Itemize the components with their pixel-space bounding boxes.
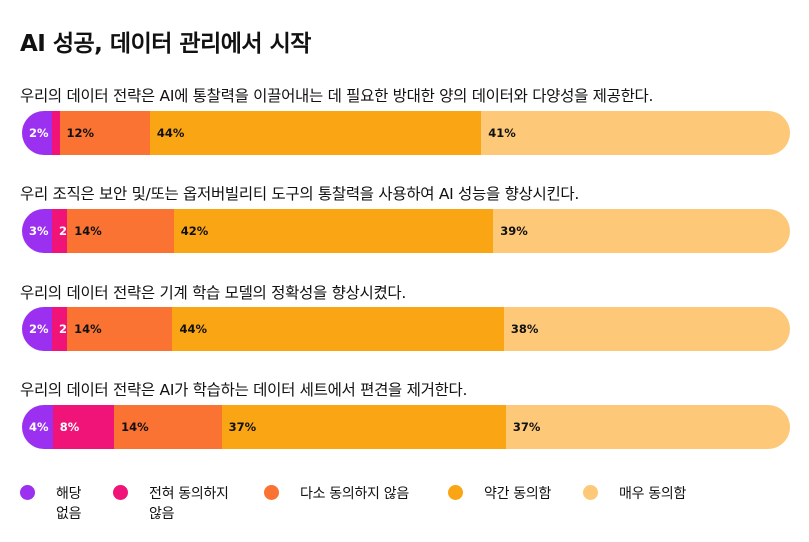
legend-label: 해당 없음 [56, 486, 82, 522]
bar-segment-somewhat_agree: 44% [172, 307, 504, 351]
bar-segment-strongly_agree: 41% [481, 111, 790, 155]
legend-label: 전혀 동의하지 않음 [149, 486, 229, 522]
legend-item-not_applicable: 해당 없음 [20, 484, 81, 524]
data-label: 44% [179, 322, 208, 336]
stacked-bar: 2%1%12% 44% 41% [22, 111, 790, 155]
data-label: 41% [488, 126, 516, 140]
bar-segment-strongly_agree: 37% [505, 405, 790, 449]
legend-swatch [20, 485, 35, 500]
bar-segment-strongly_agree: 38% [503, 307, 790, 351]
question-label: 우리 조직은 보안 및/또는 옵저버빌리티 도구의 통찰력을 사용하여 AI 성… [20, 185, 579, 203]
data-label: 37% [228, 420, 257, 434]
bar-segment-strongly_disagree: 8% [52, 405, 115, 449]
bar-segment-somewhat_disagree: 14% [114, 405, 222, 449]
chart-title: AI 성공, 데이터 관리에서 시작 [20, 31, 311, 57]
bar-segment-strongly_agree: 39% [493, 209, 790, 253]
legend-swatch [448, 485, 463, 500]
legend-label: 매우 동의함 [619, 486, 687, 502]
bar-segment-strongly_disagree: 1% [52, 111, 79, 155]
legend-label: 다소 동의하지 않음 [300, 486, 409, 502]
bar-segment-not_applicable: 2% [22, 111, 52, 155]
legend-item-somewhat_disagree: 다소 동의하지 않음 [264, 484, 409, 504]
data-label: 3% [29, 224, 49, 238]
data-label: 8% [59, 420, 80, 434]
bar-segment-somewhat_disagree: 14% [67, 209, 174, 253]
legend-item-strongly_agree: 매우 동의함 [583, 484, 686, 504]
legend-item-somewhat_agree: 약간 동의함 [448, 484, 551, 504]
bar-segment-strongly_disagree: 2% [52, 209, 79, 253]
bar-segment-somewhat_agree: 44% [149, 111, 482, 155]
bar-segment-somewhat_agree: 42% [173, 209, 494, 253]
legend-swatch [583, 485, 598, 500]
bar-segment-somewhat_disagree: 12% [59, 111, 150, 155]
stacked-bar: 3%2%14% 42% 39% [22, 209, 790, 253]
data-label: 42% [180, 224, 209, 238]
data-label: 2% [29, 126, 49, 140]
legend-label: 약간 동의함 [484, 486, 552, 502]
stacked-bar: 4% 8% 14% 37% 37% [22, 405, 790, 449]
stacked-bar: 2%2%14%44%38% [22, 307, 790, 351]
question-label: 우리의 데이터 전략은 기계 학습 모델의 정확성을 향상시켰다. [20, 284, 407, 302]
legend-swatch [264, 485, 279, 500]
data-label: 4% [29, 420, 49, 434]
data-label: 12% [66, 126, 95, 140]
bar-segment-somewhat_disagree: 14% [67, 307, 173, 351]
bar-segment-strongly_disagree: 2% [52, 307, 79, 351]
data-label: 14% [121, 420, 149, 434]
question-label: 우리의 데이터 전략은 AI가 학습하는 데이터 세트에서 편견을 제거한다. [20, 381, 468, 399]
data-label: 44% [156, 126, 185, 140]
data-label: 2% [29, 322, 49, 336]
data-label: 39% [500, 224, 528, 238]
bar-segment-not_applicable: 3% [22, 209, 52, 253]
data-label: 37% [512, 420, 541, 434]
legend-swatch [113, 485, 128, 500]
data-label: 38% [510, 322, 539, 336]
legend-item-strongly_disagree: 전혀 동의하지 않음 [113, 484, 229, 524]
data-label: 14% [74, 322, 102, 336]
bar-segment-not_applicable: 2% [22, 307, 52, 351]
bar-segment-somewhat_agree: 37% [221, 405, 506, 449]
bar-segment-not_applicable: 4% [22, 405, 53, 449]
data-label: 14% [74, 224, 102, 238]
question-label: 우리의 데이터 전략은 AI에 통찰력을 이끌어내는 데 필요한 방대한 양의 … [20, 87, 654, 105]
